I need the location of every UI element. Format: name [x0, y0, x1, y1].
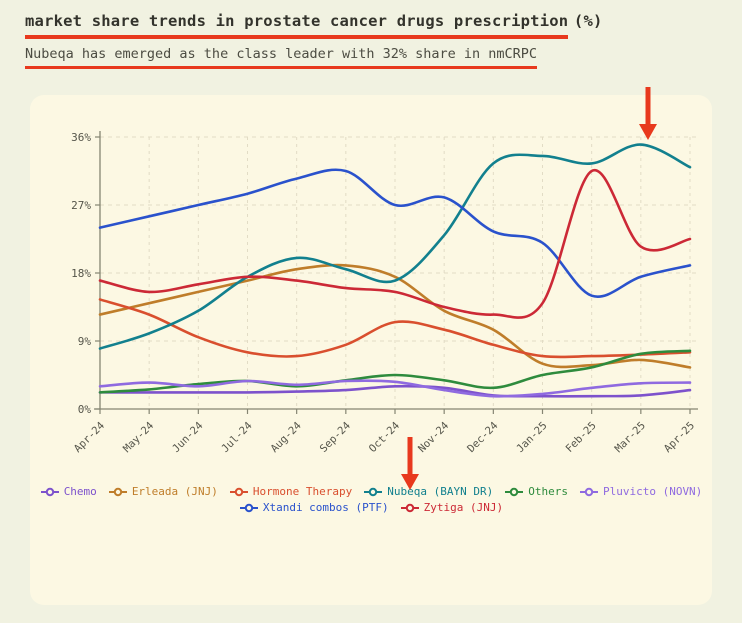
legend-item-chemo[interactable]: Chemo [40, 485, 97, 498]
chart-panel: 0% 9% 18% 27% 36% Apr-24 May-24 Jun-24 Jul-24 Aug… [30, 95, 712, 605]
legend-row: Chemo Erleada (JNJ) Hormone Therapy Nubeqa … [40, 485, 702, 498]
y-axis-tick-label: 9% [78, 335, 92, 348]
x-axis-tick-label: Apr-25 [662, 420, 697, 455]
legend-line-marker-icon [364, 487, 383, 496]
legend-label: Pluvicto (NOVN) [602, 485, 703, 498]
page-subtitle-text: Nubeqa has emerged as the class leader w… [25, 46, 538, 69]
series-line-erleada-jnj [98, 263, 692, 369]
x-axis-tick-label: Nov-24 [416, 420, 451, 455]
legend-row: Xtandi combos (PTF) Zytiga (JNJ) [239, 501, 503, 514]
legend-label: Erleada (JNJ) [131, 485, 218, 498]
legend-item-others[interactable]: Others [504, 485, 568, 498]
chart-legend: Chemo Erleada (JNJ) Hormone Therapy Nubeqa … [30, 485, 712, 514]
x-axis-tick-label: Feb-25 [563, 420, 598, 455]
legend-label: Xtandi combos (PTF) [262, 501, 389, 514]
x-axis-tick-label: Jun-24 [170, 420, 205, 455]
series-line-others [98, 349, 692, 394]
legend-label: Zytiga (JNJ) [423, 501, 504, 514]
legend-item-zytiga-jnj[interactable]: Zytiga (JNJ) [400, 501, 503, 514]
series-line-zytiga-jnj [98, 169, 692, 319]
series-line-pluvicto-novn [98, 379, 692, 398]
y-axis-tick-label: 27% [71, 199, 91, 212]
legend-item-xtandi-combos-ptf[interactable]: Xtandi combos (PTF) [239, 501, 389, 514]
series-line-chemo [98, 384, 692, 398]
page-title: market share trends in prostate cancer d… [25, 12, 603, 39]
legend-line-marker-icon [229, 487, 248, 496]
x-axis-tick-label: Aug-24 [268, 420, 303, 455]
legend-label: Others [528, 485, 568, 498]
series-line-hormone-therapy [98, 298, 692, 359]
legend-line-marker-icon [239, 503, 258, 512]
market-share-chart[interactable]: 0% 9% 18% 27% 36% Apr-24 May-24 Jun-24 Jul-24 Aug… [30, 95, 712, 483]
x-axis-tick-label: Jul-24 [219, 420, 254, 455]
legend-item-nubeqa-bayn-dr[interactable]: Nubeqa (BAYN DR) [363, 485, 493, 498]
x-axis-tick-label: Oct-24 [367, 420, 402, 455]
legend-label: Hormone Therapy [252, 485, 353, 498]
y-axis-tick-label: 0% [78, 403, 92, 416]
x-axis-tick-label: May-24 [121, 420, 156, 455]
legend-line-marker-icon [108, 487, 127, 496]
legend-line-marker-icon [40, 487, 59, 496]
series-line-nubeqa-bayn-dr [98, 143, 692, 350]
x-axis-tick-label: Mar-25 [613, 420, 648, 455]
x-axis-tick-label: Dec-24 [465, 420, 500, 455]
legend-label: Nubeqa (BAYN DR) [387, 485, 494, 498]
legend-label: Chemo [63, 485, 97, 498]
page-title-suffix: (%) [573, 12, 603, 30]
y-axis-tick-label: 18% [71, 267, 91, 280]
page-title-underlined-text: market share trends in prostate cancer d… [25, 12, 569, 39]
x-axis-tick-label: Jan-25 [514, 420, 549, 455]
legend-line-marker-icon [579, 487, 598, 496]
x-axis-tick-label: Apr-24 [72, 420, 107, 455]
y-axis-tick-label: 36% [71, 131, 91, 144]
header: market share trends in prostate cancer d… [25, 12, 603, 69]
series-line-xtandi-combos-ptf [98, 168, 692, 298]
legend-line-marker-icon [400, 503, 419, 512]
legend-item-hormone-therapy[interactable]: Hormone Therapy [229, 485, 352, 498]
legend-item-erleada-jnj[interactable]: Erleada (JNJ) [108, 485, 218, 498]
page-subtitle: Nubeqa has emerged as the class leader w… [25, 46, 603, 69]
x-axis-tick-label: Sep-24 [318, 420, 353, 455]
legend-line-marker-icon [505, 487, 524, 496]
legend-item-pluvicto-novn[interactable]: Pluvicto (NOVN) [579, 485, 702, 498]
